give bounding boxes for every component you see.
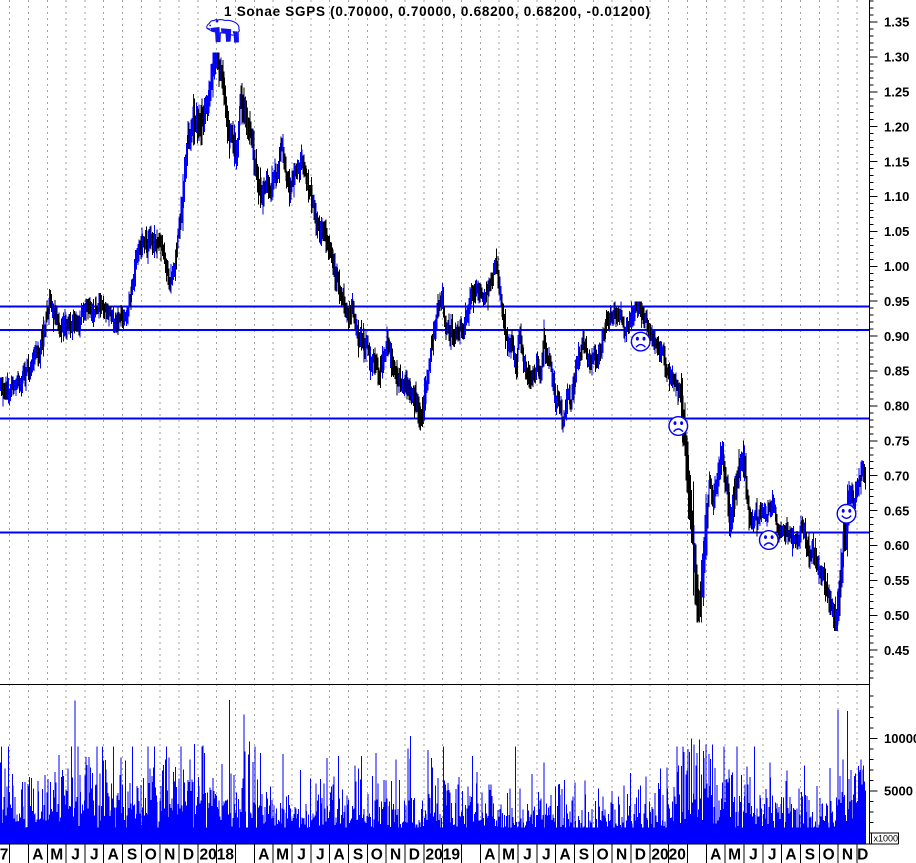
svg-text:2020: 2020 (651, 847, 685, 863)
svg-text:0.50: 0.50 (884, 608, 909, 623)
svg-text:N: N (390, 847, 401, 863)
svg-text:10000: 10000 (884, 731, 916, 746)
svg-text:O: O (145, 847, 157, 863)
svg-text:J: J (297, 847, 306, 863)
svg-text:1.05: 1.05 (884, 224, 909, 239)
svg-text:M: M (50, 847, 63, 863)
svg-text:N: N (164, 847, 175, 863)
svg-text:S: S (127, 847, 137, 863)
svg-text:1.25: 1.25 (884, 85, 909, 100)
svg-text:S: S (579, 847, 589, 863)
svg-text:1.35: 1.35 (884, 15, 909, 30)
svg-text:A: A (710, 847, 721, 863)
svg-text:D: D (409, 847, 420, 863)
svg-text:0.95: 0.95 (884, 294, 909, 309)
svg-text:1.15: 1.15 (884, 154, 909, 169)
svg-text:D: D (635, 847, 646, 863)
svg-text:0.70: 0.70 (884, 468, 909, 483)
svg-text:7: 7 (0, 847, 8, 863)
svg-text:S: S (805, 847, 815, 863)
svg-text:x1000: x1000 (874, 834, 899, 844)
svg-text:O: O (597, 847, 609, 863)
svg-text:A: A (258, 847, 269, 863)
svg-text:N: N (616, 847, 627, 863)
svg-text:5000: 5000 (884, 784, 913, 799)
svg-text:N: N (842, 847, 853, 863)
svg-text:A: A (785, 847, 796, 863)
svg-text:A: A (484, 847, 495, 863)
svg-text:J: J (542, 847, 551, 863)
svg-text:0.55: 0.55 (884, 573, 909, 588)
svg-text:J: J (90, 847, 99, 863)
svg-text:1.10: 1.10 (884, 189, 909, 204)
svg-text:O: O (823, 847, 835, 863)
svg-text:S: S (353, 847, 363, 863)
svg-text:M: M (276, 847, 289, 863)
svg-text:2019: 2019 (425, 847, 460, 863)
svg-text:1.20: 1.20 (884, 119, 909, 134)
svg-text:0.60: 0.60 (884, 538, 909, 553)
svg-text:A: A (108, 847, 119, 863)
svg-text:M: M (728, 847, 741, 863)
svg-text:A: A (333, 847, 344, 863)
svg-text:J: J (749, 847, 758, 863)
svg-text:2018: 2018 (199, 847, 234, 863)
svg-text:0.90: 0.90 (884, 329, 909, 344)
svg-text:A: A (559, 847, 570, 863)
svg-text:J: J (523, 847, 532, 863)
svg-text:1.00: 1.00 (884, 259, 909, 274)
svg-text:D: D (183, 847, 194, 863)
svg-text:1.30: 1.30 (884, 50, 909, 65)
svg-text:J: J (71, 847, 80, 863)
svg-text:O: O (371, 847, 383, 863)
svg-text:0.85: 0.85 (884, 364, 909, 379)
svg-text:0.45: 0.45 (884, 643, 909, 658)
svg-text:J: J (316, 847, 325, 863)
svg-text:0.75: 0.75 (884, 434, 909, 449)
svg-text:A: A (32, 847, 43, 863)
svg-text:J: J (768, 847, 777, 863)
svg-text:D: D (857, 847, 868, 863)
svg-text:M: M (502, 847, 515, 863)
svg-text:0.80: 0.80 (884, 399, 909, 414)
svg-text:0.65: 0.65 (884, 503, 909, 518)
svg-text:1 Sonae SGPS (0.70000, 0.70000: 1 Sonae SGPS (0.70000, 0.70000, 0.68200,… (224, 4, 651, 19)
